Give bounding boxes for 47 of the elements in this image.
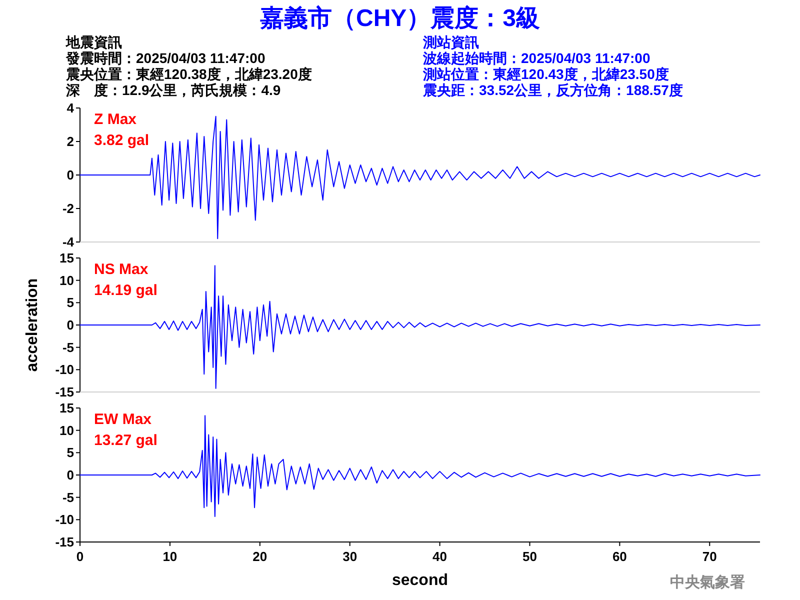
line-series	[80, 415, 760, 518]
line-series	[80, 116, 760, 240]
x-tick-label: 10	[162, 549, 178, 564]
y-tick-label: -5	[62, 490, 74, 505]
line-series	[80, 265, 760, 389]
chart-title: 嘉義市（CHY）震度：3級	[260, 5, 540, 32]
y-tick-label: -15	[55, 534, 74, 550]
y-tick-label: 5	[66, 445, 74, 460]
x-tick-label: 60	[612, 549, 627, 564]
y-tick-label: 0	[66, 318, 74, 332]
x-tick-label: 70	[702, 549, 717, 564]
text: 測站資訊	[422, 34, 479, 50]
text: 中央氣象署	[670, 574, 745, 591]
annotation: Z Max	[94, 111, 138, 128]
y-tick-label: -10	[55, 362, 74, 378]
y-tick-label: 2	[66, 134, 74, 149]
y-tick-label: 5	[66, 295, 74, 310]
y-tick-label: 15	[60, 250, 74, 266]
x-tick-label: 30	[342, 549, 358, 564]
annotation: NS Max	[94, 261, 149, 278]
x-axis-title: second	[392, 572, 448, 589]
text: 測站位置：東經120.43度，北緯23.50度	[422, 66, 669, 82]
y-tick-label: -2	[62, 201, 74, 216]
x-tick-label: 20	[252, 549, 268, 564]
x-tick-label: 40	[432, 549, 448, 564]
text: 地震資訊	[65, 34, 122, 50]
y-tick-label: 4	[66, 100, 75, 116]
y-tick-label: 15	[60, 400, 74, 416]
annotation: 3.82 gal	[94, 132, 150, 149]
y-tick-label: -5	[62, 340, 74, 355]
annotation: 14.19 gal	[94, 282, 158, 299]
y-tick-label: 0	[66, 468, 74, 482]
text: 波線起始時間：2025/04/03 11:47:00	[422, 50, 650, 66]
text: 發震時間：2025/04/03 11:47:00	[65, 50, 266, 66]
text: 震央位置：東經120.38度，北緯23.20度	[65, 66, 312, 82]
y-axis-title: acceleration	[24, 278, 41, 372]
y-tick-label: -4	[62, 234, 75, 250]
x-tick-label: 50	[522, 549, 537, 564]
annotation: 13.27 gal	[94, 432, 158, 449]
text: 深 度：12.9公里，芮氏規模：4.9	[65, 82, 281, 98]
y-tick-label: 0	[66, 168, 74, 182]
annotation: EW Max	[94, 411, 152, 428]
y-tick-label: -10	[55, 512, 74, 528]
y-tick-label: 10	[60, 422, 74, 438]
text: 震央距：33.52公里，反方位角：188.57度	[422, 82, 683, 98]
y-tick-label: 10	[60, 272, 74, 288]
y-tick-label: -15	[55, 384, 74, 400]
